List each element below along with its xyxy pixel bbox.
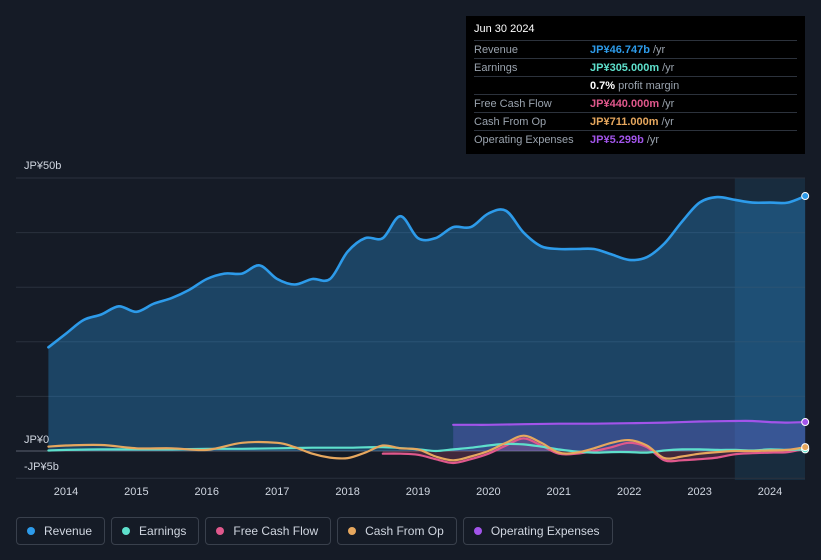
tooltip-unit: /yr	[662, 61, 675, 74]
cash-from-op-line	[47, 434, 807, 462]
series-areas	[48, 196, 806, 463]
legend-label: Revenue	[44, 524, 93, 538]
series-lines	[47, 194, 807, 465]
legend-dot-icon	[348, 527, 357, 535]
legend-dot-icon	[216, 527, 225, 535]
tooltip-label: Earnings	[474, 61, 518, 74]
x-axis-label: 2014	[54, 486, 78, 498]
tooltip-unit: /yr	[646, 133, 660, 146]
operating-expenses-line	[452, 419, 807, 426]
x-axis-label: 2016	[195, 486, 219, 498]
tooltip-label: Operating Expenses	[474, 133, 574, 146]
legend-dot-icon	[122, 527, 131, 535]
tooltip-row-revenue: Revenue JP¥46.747b /yr	[474, 40, 797, 58]
legend-item-cash-from-op[interactable]: Cash From Op	[337, 517, 457, 545]
y-axis-label: JP¥0	[24, 434, 49, 446]
x-axis-label: 2022	[617, 486, 641, 498]
tooltip-value: JP¥5.299b	[590, 133, 644, 146]
free-cash-flow-area	[382, 438, 806, 463]
x-axis-label: 2020	[476, 486, 500, 498]
tooltip-value: JP¥711.000m	[590, 115, 659, 128]
tooltip-row-operating-expenses: Operating Expenses JP¥5.299b /yr	[474, 130, 797, 148]
x-axis-label: 2024	[758, 486, 782, 498]
free-cash-flow-line	[381, 437, 807, 465]
legend-label: Earnings	[139, 524, 187, 538]
series-endpoints	[801, 192, 810, 454]
tooltip-value: JP¥440.000m	[590, 97, 660, 110]
legend-label: Cash From Op	[365, 524, 444, 538]
legend-label: Operating Expenses	[490, 524, 600, 538]
y-axis-label: JP¥50b	[24, 160, 61, 172]
legend-dot-icon	[27, 527, 35, 535]
tooltip-unit: profit margin	[618, 79, 680, 92]
tooltip-row-free-cash-flow: Free Cash Flow JP¥440.000m /yr	[474, 94, 797, 112]
x-axis-label: 2023	[687, 486, 711, 498]
operating-expenses-endpoint	[801, 418, 810, 427]
tooltip-row-earnings: Earnings JP¥305.000m /yr	[474, 58, 797, 76]
x-axis-label: 2017	[265, 486, 289, 498]
legend-label: Free Cash Flow	[233, 524, 319, 538]
x-axis-label: 2019	[406, 486, 430, 498]
legend-dot-icon	[473, 527, 482, 535]
tooltip-value: JP¥305.000m	[590, 61, 660, 74]
revenue-area	[48, 196, 806, 451]
tooltip-panel: Jun 30 2024 Revenue JP¥46.747b /yr Earni…	[466, 16, 805, 154]
x-axis-label: 2018	[335, 486, 359, 498]
tooltip-label: Revenue	[474, 43, 519, 56]
tooltip-unit: /yr	[662, 97, 675, 110]
legend: Revenue Earnings Free Cash Flow Cash Fro…	[16, 517, 613, 545]
x-axis-label: 2021	[547, 486, 571, 498]
revenue-line	[47, 194, 807, 349]
legend-item-free-cash-flow[interactable]: Free Cash Flow	[205, 517, 332, 545]
tooltip-unit: /yr	[652, 43, 666, 56]
tooltip-label: Cash From Op	[474, 115, 547, 128]
tooltip-row-profit-margin: 0.7% profit margin	[474, 76, 797, 94]
tooltip-unit: /yr	[661, 115, 674, 128]
tooltip-value: 0.7%	[590, 79, 616, 92]
highlight-band	[734, 178, 805, 480]
tooltip-label: Free Cash Flow	[474, 97, 552, 110]
earnings-line	[47, 442, 807, 454]
tooltip-row-cash-from-op: Cash From Op JP¥711.000m /yr	[474, 112, 797, 130]
grid	[16, 177, 805, 479]
tooltip-value: JP¥46.747b	[590, 43, 650, 56]
y-axis-label: -JP¥5b	[24, 461, 59, 473]
tooltip-date: Jun 30 2024	[474, 23, 535, 35]
x-axis-labels: 2014 2015 2016 2017 2018 2019 2020 2021 2022 2023…	[54, 486, 782, 498]
cash-from-op-endpoint	[801, 443, 810, 452]
revenue-endpoint	[801, 192, 810, 201]
legend-item-revenue[interactable]: Revenue	[16, 517, 106, 545]
legend-item-earnings[interactable]: Earnings	[111, 517, 200, 545]
y-axis-labels: JP¥50b JP¥0 -JP¥5b	[24, 160, 61, 473]
x-axis-label: 2015	[124, 486, 148, 498]
legend-item-operating-expenses[interactable]: Operating Expenses	[462, 517, 613, 545]
